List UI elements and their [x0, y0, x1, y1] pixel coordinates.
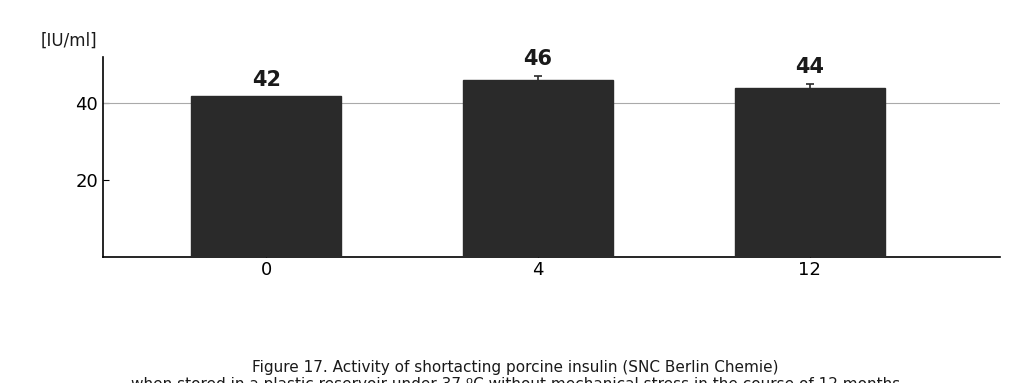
- Text: 46: 46: [524, 49, 553, 69]
- Text: 42: 42: [252, 70, 280, 90]
- Text: 44: 44: [795, 57, 825, 77]
- Text: Figure 17. Activity of shortacting porcine insulin (SNC Berlin Chemie)
when stor: Figure 17. Activity of shortacting porci…: [131, 360, 900, 383]
- Bar: [192, 96, 341, 257]
- Bar: [735, 88, 885, 257]
- Bar: [463, 80, 612, 257]
- Text: [IU/ml]: [IU/ml]: [40, 31, 97, 49]
